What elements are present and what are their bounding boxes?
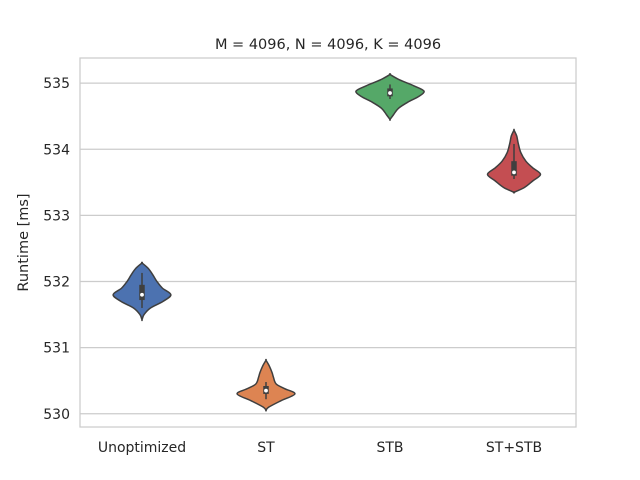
grid-layer	[80, 82, 576, 415]
violin-layer	[112, 73, 542, 412]
x-tick-label: ST+STB	[486, 440, 542, 456]
y-axis-label: Runtime [ms]	[16, 193, 32, 291]
violin-iqr-box	[139, 284, 145, 301]
violin-median-dot	[264, 388, 268, 393]
y-tick-label: 535	[43, 76, 70, 92]
x-tick-label: Unoptimized	[98, 440, 186, 456]
y-tick-label: 534	[43, 142, 70, 158]
x-tick-label: ST	[257, 440, 275, 456]
y-tick-label: 533	[43, 208, 70, 224]
violin-median-dot	[388, 91, 392, 95]
violin-median-dot	[512, 170, 516, 175]
y-tick-labels: 530 531 532 533 534 535	[43, 76, 70, 423]
y-tick-label: 532	[43, 275, 70, 291]
violin-iqr-box	[511, 161, 517, 176]
violin-median-dot	[140, 292, 144, 297]
x-tick-labels: Unoptimized ST STB ST+STB	[98, 440, 542, 456]
x-tick-label: STB	[376, 440, 403, 456]
y-tick-label: 530	[43, 407, 70, 423]
chart-title: M = 4096, N = 4096, K = 4096	[215, 37, 441, 53]
plot-frame	[79, 57, 577, 428]
y-tick-label: 531	[43, 341, 70, 357]
